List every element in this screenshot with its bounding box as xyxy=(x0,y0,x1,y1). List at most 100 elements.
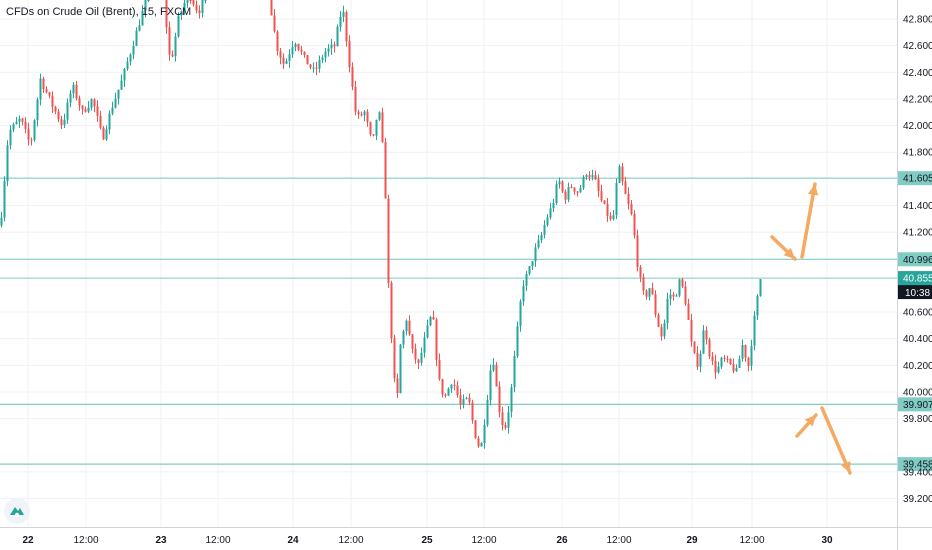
candle-body xyxy=(174,36,177,57)
candle-body xyxy=(585,175,588,177)
y-tick-label: 39.800 xyxy=(903,414,932,425)
y-tick-label: 39.400 xyxy=(903,467,932,478)
candle-body xyxy=(33,120,36,140)
y-tick-label: 41.800 xyxy=(903,148,932,159)
current-price-label-bg xyxy=(898,271,932,286)
candle-body xyxy=(36,99,39,121)
candle-body xyxy=(42,78,45,90)
candle-body xyxy=(624,181,627,194)
candle-body xyxy=(606,203,609,216)
candle-body xyxy=(540,234,543,241)
candle-body xyxy=(366,111,369,123)
x-tick-label: 12:00 xyxy=(73,535,98,546)
candle-body xyxy=(714,360,717,373)
candle-body xyxy=(147,0,150,1)
arrow-head xyxy=(807,184,819,196)
candle-body xyxy=(132,45,135,55)
candle-body xyxy=(129,54,132,62)
candle-body xyxy=(687,303,690,320)
candle-body xyxy=(21,118,24,122)
candle-body xyxy=(672,294,675,297)
candle-body xyxy=(483,424,486,444)
candle-body xyxy=(87,107,90,112)
candle-body xyxy=(420,352,423,363)
candle-body xyxy=(504,425,507,428)
candle-body xyxy=(123,69,126,81)
candle-body xyxy=(60,119,63,125)
candle-body xyxy=(675,295,678,297)
y-tick-label: 42.400 xyxy=(903,68,932,79)
candle-body xyxy=(516,326,519,357)
candle-body xyxy=(684,286,687,304)
y-tick-label: 41.200 xyxy=(903,228,932,239)
support-resistance-levels: 41.605 40.996 39.907 39.458 40.855 10:38 xyxy=(0,171,932,472)
candle-body xyxy=(369,122,372,135)
candle-body xyxy=(588,175,591,178)
candle-body xyxy=(291,47,294,55)
candle-body xyxy=(651,288,654,295)
y-tick-label: 39.200 xyxy=(903,494,932,505)
candle-body xyxy=(411,334,414,349)
candle-body xyxy=(726,358,729,360)
candle-body xyxy=(477,438,480,447)
candle-body xyxy=(621,166,624,182)
candle-body xyxy=(528,266,531,274)
candle-body xyxy=(45,89,48,93)
candle-body xyxy=(732,364,735,372)
candle-body xyxy=(273,15,276,32)
candle-body xyxy=(138,25,141,31)
y-tick-label: 42.800 xyxy=(903,15,932,26)
candlestick-series xyxy=(0,0,762,449)
candle-body xyxy=(309,64,312,68)
x-tick-label: 23 xyxy=(155,535,167,546)
candle-body xyxy=(324,51,327,58)
candle-body xyxy=(93,99,96,107)
candle-body xyxy=(699,353,702,367)
candle-body xyxy=(192,0,195,5)
arrow-shaft xyxy=(820,406,852,475)
down-arrow xyxy=(820,406,852,475)
candle-body xyxy=(63,119,66,125)
x-tick-label: 22 xyxy=(22,535,34,546)
candle-body xyxy=(399,344,402,394)
candle-body xyxy=(48,92,51,96)
candle-body xyxy=(438,359,441,380)
candle-body xyxy=(15,121,18,125)
candle-body xyxy=(720,357,723,367)
candle-body xyxy=(642,277,645,291)
candle-body xyxy=(345,12,348,42)
candle-body xyxy=(330,44,333,49)
candle-body xyxy=(702,330,705,354)
current-price-label: 40.855 xyxy=(903,274,932,285)
x-tick-label: 12:00 xyxy=(739,535,764,546)
candle-body xyxy=(594,175,597,180)
x-tick-label: 24 xyxy=(287,535,299,546)
candle-body xyxy=(717,366,720,373)
candle-body xyxy=(12,124,15,130)
candle-body xyxy=(705,330,708,340)
candle-body xyxy=(693,341,696,353)
candle-body xyxy=(27,128,30,140)
candle-body xyxy=(537,240,540,248)
candle-body xyxy=(135,30,138,46)
candle-body xyxy=(582,176,585,188)
level-label: 39.458 xyxy=(903,460,932,471)
x-tick-label: 26 xyxy=(556,535,568,546)
candle-body xyxy=(54,106,57,112)
candle-body xyxy=(567,186,570,200)
candle-body xyxy=(561,181,564,192)
candle-body xyxy=(186,0,189,3)
candle-body xyxy=(375,119,378,136)
candle-body xyxy=(627,193,630,204)
level-label-bg xyxy=(898,252,932,267)
candle-body xyxy=(183,2,186,12)
candle-body xyxy=(570,186,573,188)
candle-body xyxy=(480,443,483,447)
candle-body xyxy=(597,179,600,192)
candle-body xyxy=(456,385,459,396)
candle-body xyxy=(372,134,375,136)
candle-body xyxy=(435,319,438,360)
tradingview-logo-icon[interactable] xyxy=(4,498,30,524)
candle-body xyxy=(99,115,102,128)
